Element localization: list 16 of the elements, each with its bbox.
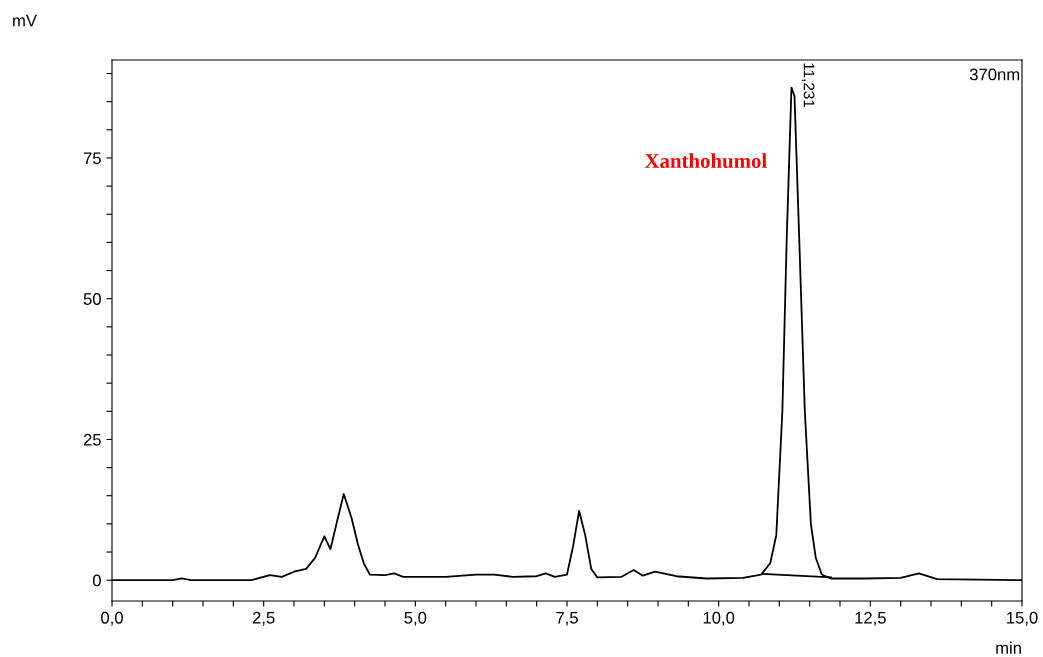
y-tick-label: 25	[83, 433, 101, 446]
x-tick-label: 15,0	[1007, 611, 1038, 626]
x-tick-label: 7,5	[556, 612, 578, 626]
x-tick-label: 10,0	[703, 611, 735, 626]
y-tick-label: 0	[92, 574, 101, 587]
x-axis-title: min	[996, 641, 1021, 654]
x-tick-label: 0,0	[101, 611, 123, 626]
y-tick-label: 75	[83, 152, 101, 165]
y-axis-title: mV	[13, 14, 37, 27]
annotation: 11,231	[801, 63, 815, 108]
annotation: 370nm	[969, 68, 1020, 81]
x-tick-label: 5,0	[404, 611, 427, 626]
annotation: Xanthohumol	[644, 153, 767, 169]
x-tick-label: 12,5	[855, 611, 886, 626]
x-tick-label: 2,5	[252, 611, 275, 626]
y-tick-label: 50	[83, 293, 101, 305]
